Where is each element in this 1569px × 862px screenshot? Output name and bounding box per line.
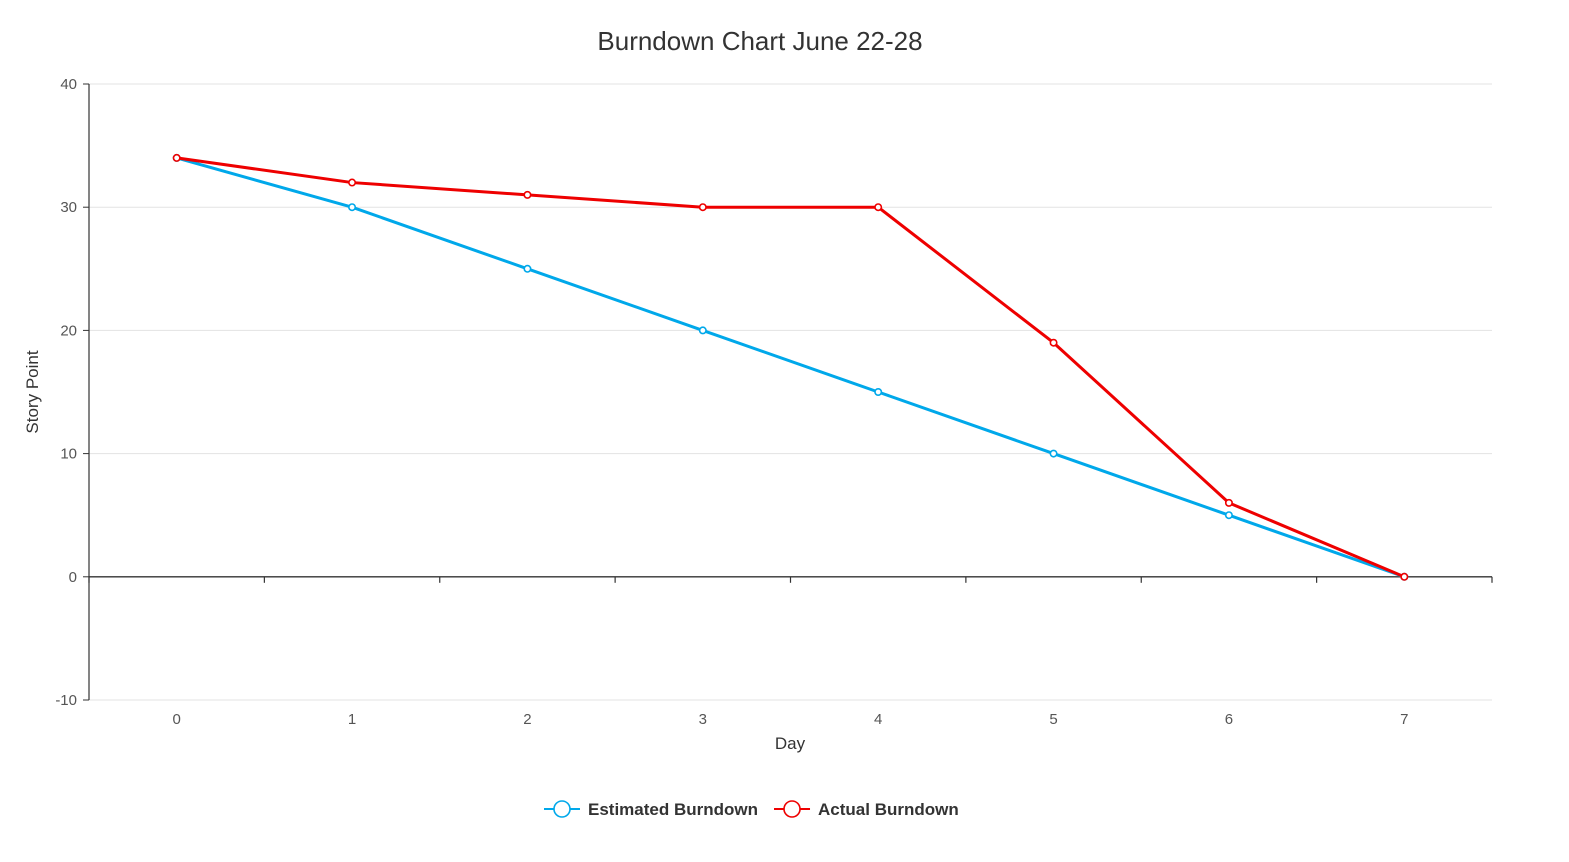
series-line bbox=[176, 156, 1405, 579]
y-tick-label: 40 bbox=[60, 76, 77, 93]
x-tick-label: 0 bbox=[173, 711, 181, 728]
data-point bbox=[523, 264, 532, 273]
grid-lines bbox=[89, 83, 1492, 701]
data-point bbox=[172, 153, 181, 162]
data-point bbox=[348, 203, 357, 212]
axes: -10 0 10 20 30 40 0 1 2 3 4 5 6 7 bbox=[55, 76, 1493, 728]
x-tick-label: 1 bbox=[348, 711, 356, 728]
x-tick-label: 3 bbox=[699, 711, 707, 728]
data-point bbox=[523, 190, 532, 199]
legend-marker-icon bbox=[783, 800, 801, 818]
x-tick-label: 4 bbox=[874, 711, 882, 728]
data-point bbox=[698, 326, 707, 335]
y-tick-label: 0 bbox=[69, 569, 77, 586]
legend-label: Actual Burndown bbox=[818, 800, 959, 819]
x-tick-label: 6 bbox=[1225, 711, 1233, 728]
series-line bbox=[176, 156, 1405, 579]
x-tick-label: 7 bbox=[1400, 711, 1408, 728]
x-axis-label: Day bbox=[775, 734, 806, 753]
chart-title: Burndown Chart June 22-28 bbox=[597, 26, 922, 56]
data-point bbox=[1224, 511, 1233, 520]
series-1 bbox=[172, 153, 1409, 581]
data-point bbox=[1400, 572, 1409, 581]
x-tick-label: 2 bbox=[523, 711, 531, 728]
y-tick-label: 10 bbox=[60, 446, 77, 463]
data-point bbox=[874, 203, 883, 212]
legend-label: Estimated Burndown bbox=[588, 800, 758, 819]
legend[interactable]: Estimated Burndown Actual Burndown bbox=[544, 800, 959, 819]
data-point bbox=[1049, 449, 1058, 458]
y-tick-label: 30 bbox=[60, 199, 77, 216]
data-point bbox=[874, 387, 883, 396]
series-layer bbox=[172, 153, 1409, 581]
series-0 bbox=[172, 153, 1409, 581]
y-tick-label: -10 bbox=[55, 692, 77, 709]
legend-item-0[interactable]: Estimated Burndown bbox=[544, 800, 758, 819]
x-tick-label: 5 bbox=[1049, 711, 1057, 728]
data-point bbox=[1224, 498, 1233, 507]
y-tick-label: 20 bbox=[60, 322, 77, 339]
legend-item-1[interactable]: Actual Burndown bbox=[774, 800, 959, 819]
legend-marker-icon bbox=[553, 800, 571, 818]
data-point bbox=[1049, 338, 1058, 347]
data-point bbox=[348, 178, 357, 187]
data-point bbox=[698, 203, 707, 212]
y-axis-label: Story Point bbox=[23, 350, 42, 433]
